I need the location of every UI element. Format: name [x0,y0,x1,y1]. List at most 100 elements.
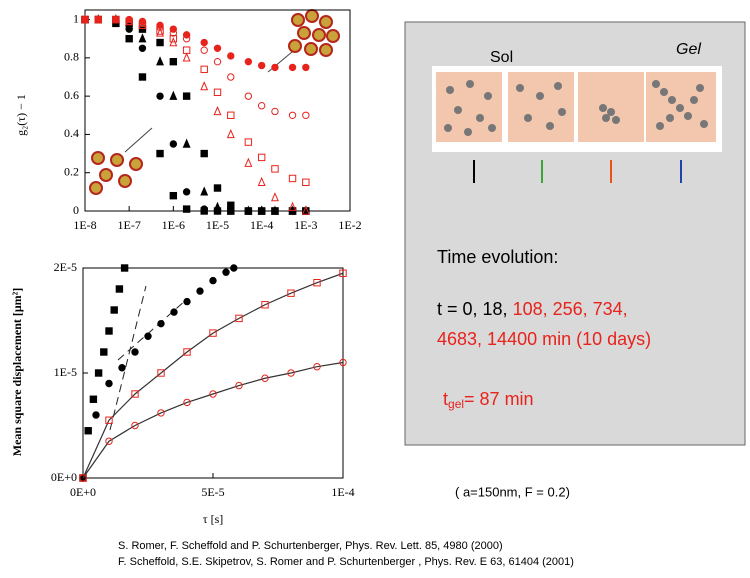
marker [170,26,176,32]
marker [183,32,189,38]
marker [214,45,220,51]
marker [228,53,234,59]
x-tick-label: 1E-5 [206,218,229,232]
marker [201,39,207,45]
y-tick-label: 0.2 [64,164,79,178]
marker [106,380,112,386]
marker [132,349,138,355]
y-tick-label: 1E-5 [54,365,77,379]
x-tick-label: 1E-4 [331,485,354,499]
heading: Time evolution: [437,247,558,267]
marker [171,309,177,315]
fit-line [83,363,343,479]
marker [139,35,145,42]
gel-label: Gel [676,41,701,58]
marker [228,202,234,208]
marker [228,130,234,137]
marker [201,150,207,156]
marker [121,265,127,271]
sol-label: Sol [490,49,513,66]
marker [139,18,145,24]
marker [245,93,251,99]
marker [139,74,145,80]
x-tick-label: 1E-7 [118,218,141,232]
marker [126,36,132,42]
y-tick-label: 2E-5 [54,260,77,274]
times-line-1: t = 0, 18, 108, 256, 734, [437,299,628,319]
times-black: t = 0, 18, [437,299,513,319]
marker [214,58,220,64]
marker [170,192,176,198]
marker [95,16,101,22]
marker [258,208,264,214]
marker [93,412,99,418]
marker [303,112,309,118]
marker [85,428,91,434]
marker [170,58,176,64]
y-axis-label: Mean square displacement [μm²] [10,288,24,457]
marker [289,64,295,70]
marker [245,159,251,166]
marker [113,16,119,22]
marker [201,188,207,195]
marker [111,307,117,313]
marker [158,320,164,326]
marker [95,370,101,376]
reference: F. Scheffold, S.E. Skipetrov, S. Romer a… [118,556,574,568]
marker [223,269,229,275]
params: ( a=150nm, F = 0.2) [455,484,570,499]
marker [228,112,234,118]
marker [201,47,207,53]
marker [214,89,220,95]
marker [126,16,132,22]
x-tick-label: 5E-5 [201,485,224,499]
marker [90,396,96,402]
y-tick-label: 1 [73,11,79,25]
marker [183,140,189,147]
marker [101,349,107,355]
y-tick-label: 0 [73,203,79,217]
marker [228,74,234,80]
marker [210,277,216,283]
marker [116,286,122,292]
marker [272,208,278,214]
marker [258,178,264,185]
x-tick-label: 1E-3 [294,218,317,232]
marker [157,22,163,28]
marker [245,58,251,64]
marker [303,179,309,185]
reference: S. Romer, F. Scheffold and P. Schurtenbe… [118,540,503,552]
tgel-rest: = 87 min [464,389,534,409]
marker [245,139,251,145]
marker [272,193,278,200]
marker [201,66,207,72]
marker [272,108,278,114]
marker [289,175,295,181]
x-tick-label: 0E+0 [70,485,96,499]
y-tick-label: 0.6 [64,88,79,102]
marker [170,92,176,99]
x-tick-label: 1E-6 [162,218,185,232]
marker [183,54,189,61]
marker [157,150,163,156]
marker [170,141,176,147]
y-tick-label: 0.8 [64,50,79,64]
x-axis-label: τ [s] [203,512,223,526]
pointer [268,52,292,72]
marker [303,64,309,70]
y-tick-label: 0E+0 [51,470,77,484]
marker [272,64,278,70]
x-tick-label: 1E-8 [73,218,96,232]
marker [214,185,220,191]
marker [157,57,163,64]
plot-frame [83,268,343,478]
times-red: 108, 256, 734, [513,299,628,319]
marker [106,328,112,334]
marker [201,206,207,212]
y-tick-label: 0.4 [64,126,79,140]
marker [258,103,264,109]
fit-line [83,273,343,478]
marker [184,298,190,304]
marker [214,107,220,114]
marker [145,333,151,339]
